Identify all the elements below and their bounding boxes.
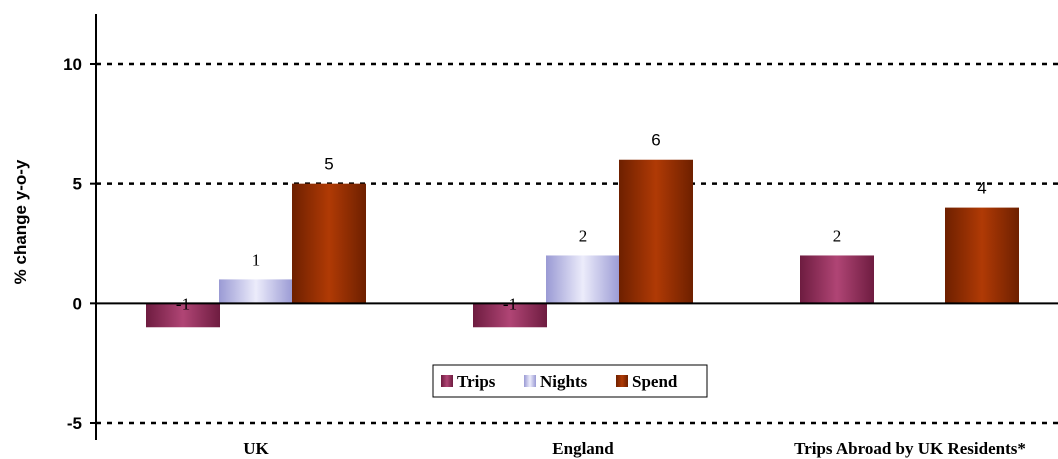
y-tick-label: 10 xyxy=(63,55,82,74)
y-axis-ticks: -5 0 5 10 xyxy=(63,55,96,433)
axes xyxy=(95,14,1058,440)
legend: Trips Nights Spend xyxy=(432,364,708,398)
x-category-label: UK xyxy=(243,439,269,458)
legend-label-nights: Nights xyxy=(540,372,588,391)
data-label: 5 xyxy=(324,155,333,174)
bar-trips xyxy=(800,255,874,304)
bar-spend xyxy=(292,183,366,304)
y-tick-label: 5 xyxy=(73,175,82,194)
legend-swatch-nights xyxy=(524,375,536,387)
y-tick-label: -5 xyxy=(67,414,82,433)
bar-nights xyxy=(219,279,293,304)
bar-spend xyxy=(619,159,693,304)
data-label: 2 xyxy=(579,226,588,245)
bar-trips xyxy=(146,303,220,328)
legend-swatch-trips xyxy=(441,375,453,387)
legend-label-trips: Trips xyxy=(457,372,496,391)
data-label: 2 xyxy=(833,226,842,245)
y-axis-label: % change y-o-y xyxy=(11,159,30,284)
bar-spend xyxy=(945,207,1019,304)
data-label: 4 xyxy=(977,179,986,198)
x-axis-categories: UK England Trips Abroad by UK Residents* xyxy=(243,439,1026,458)
bar-nights xyxy=(546,255,620,304)
legend-label-spend: Spend xyxy=(632,372,678,391)
legend-swatch-spend xyxy=(616,375,628,387)
bar-trips xyxy=(473,303,547,328)
x-category-label: Trips Abroad by UK Residents* xyxy=(794,439,1026,458)
data-label: 6 xyxy=(651,131,660,150)
data-label: 1 xyxy=(252,250,261,269)
bars xyxy=(146,159,1019,328)
legend-box xyxy=(432,364,708,398)
x-category-label: England xyxy=(552,439,614,458)
y-tick-label: 0 xyxy=(73,294,82,313)
